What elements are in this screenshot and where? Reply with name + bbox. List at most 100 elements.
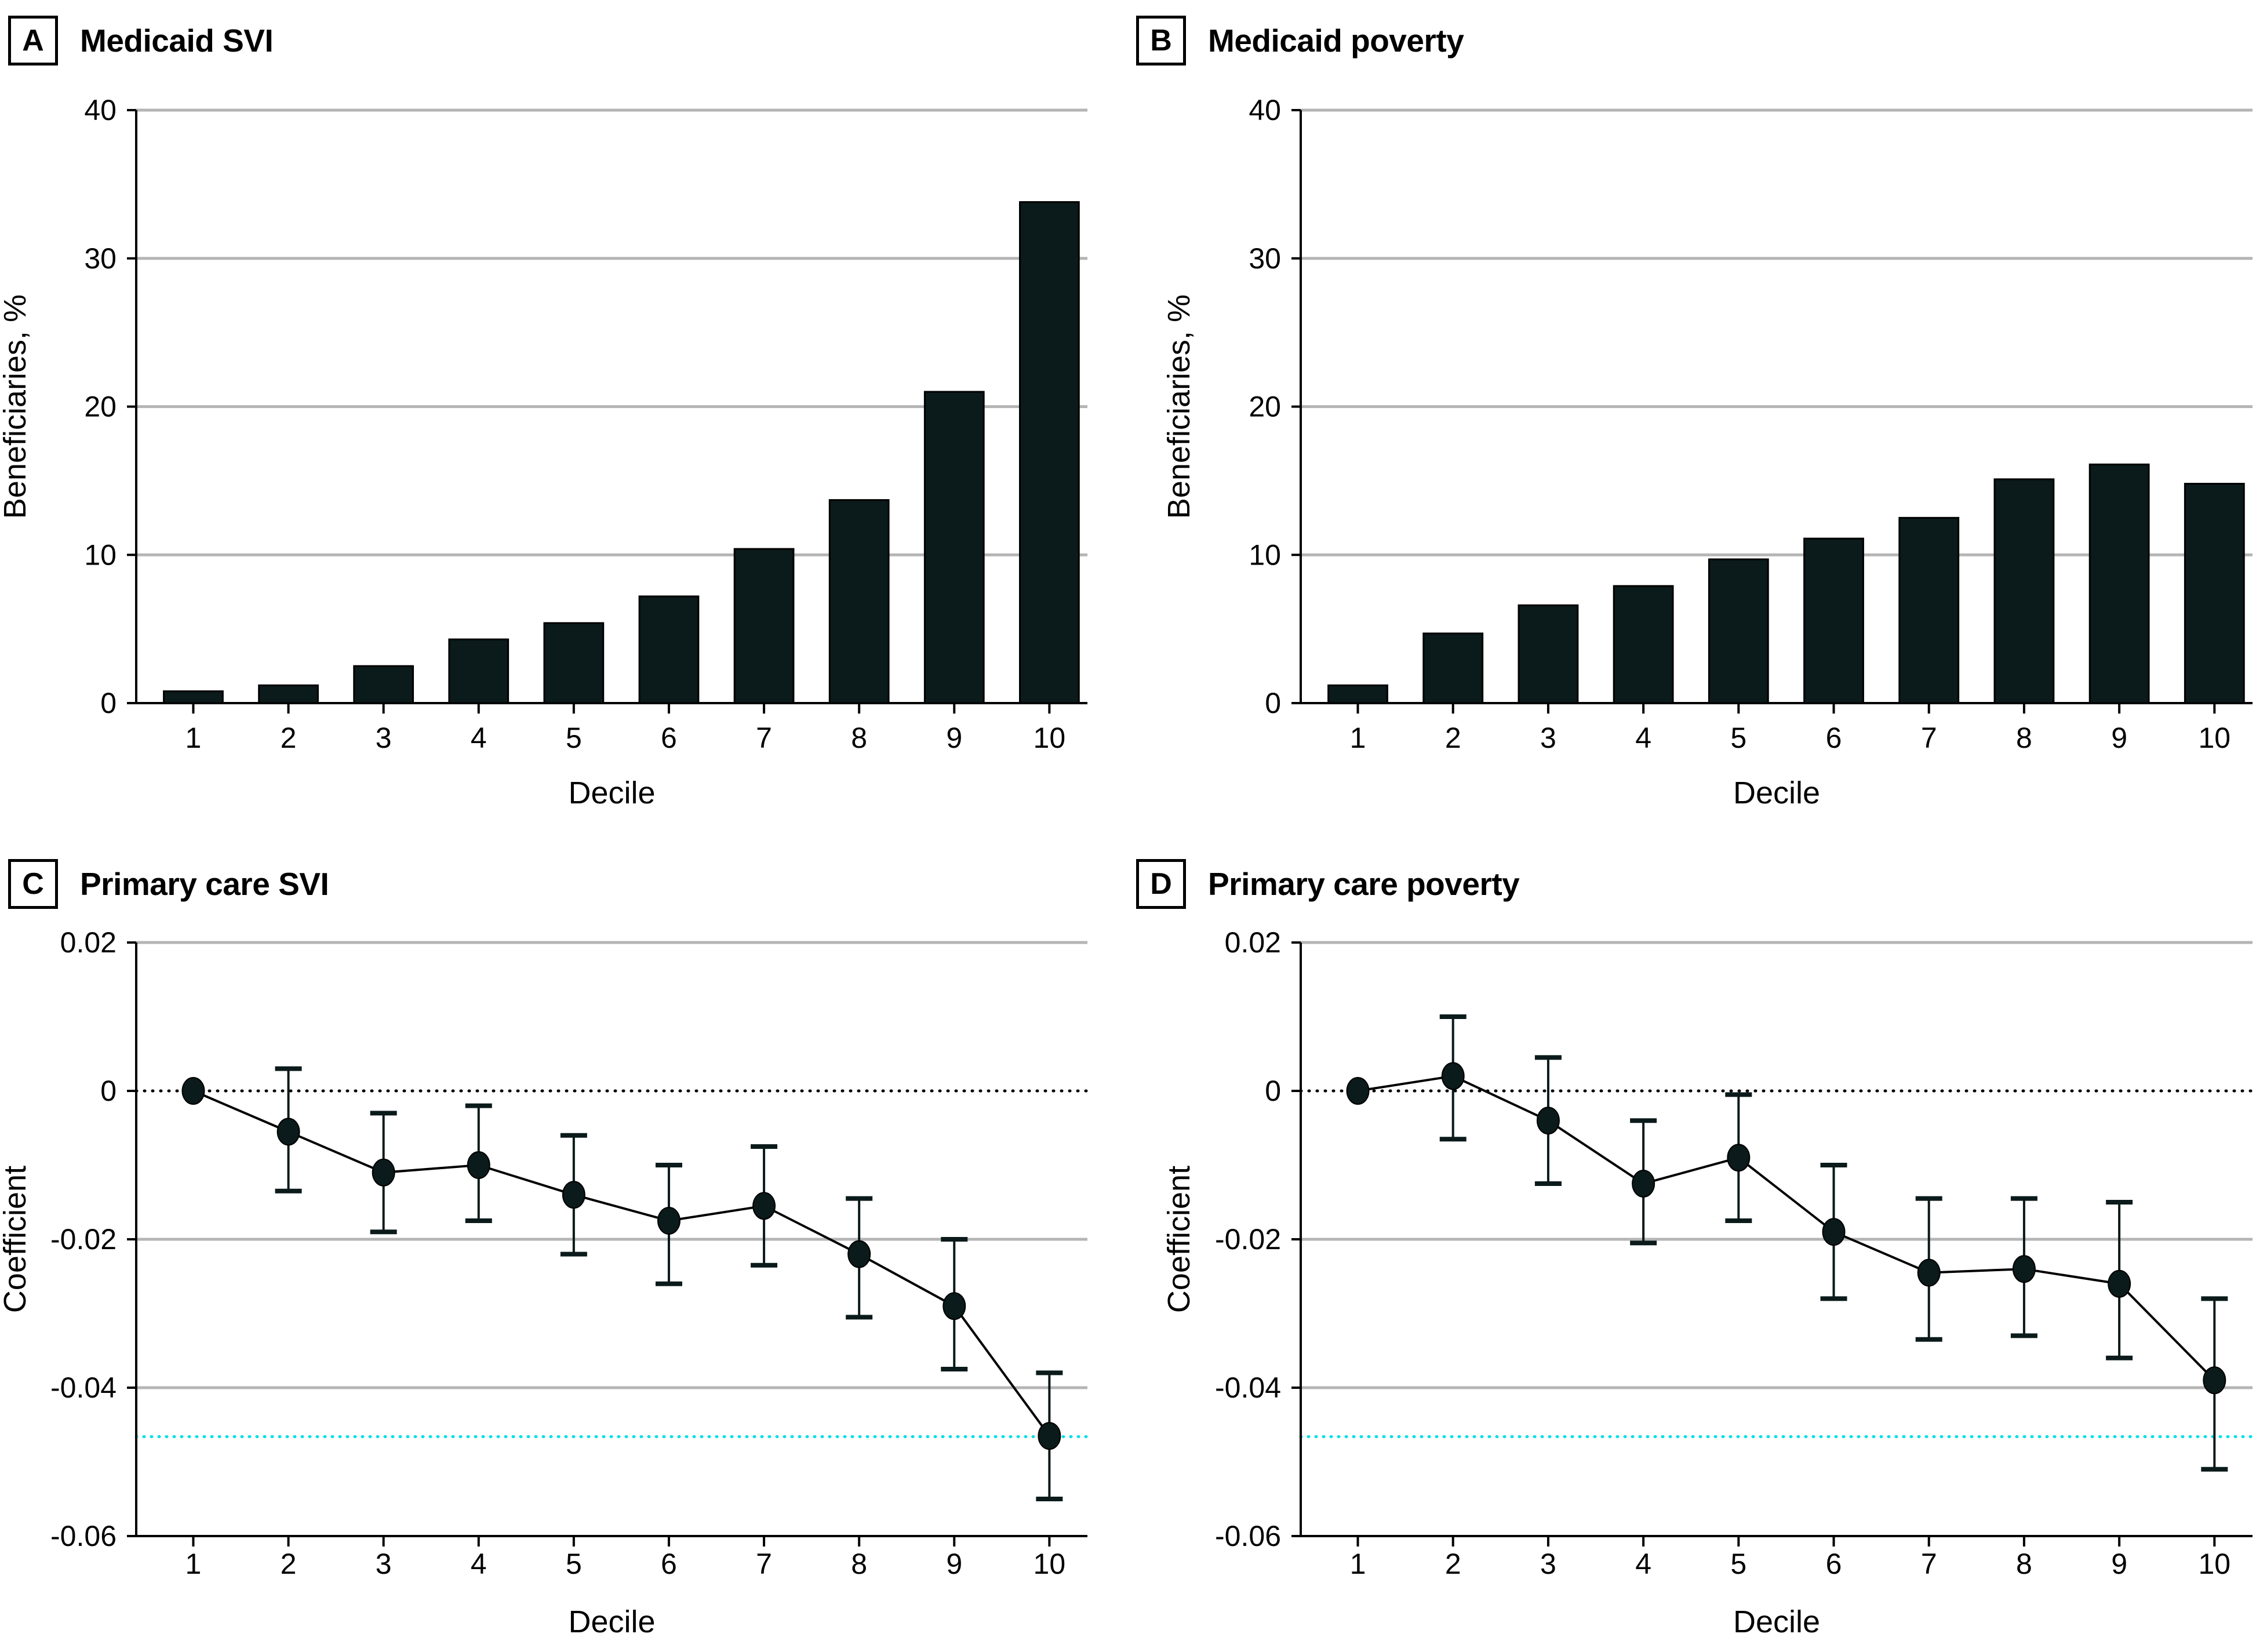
x-tick-label: 6 <box>1826 1548 1842 1580</box>
x-tick-label: 8 <box>851 722 867 754</box>
panel-a-letter-box: A <box>8 16 58 66</box>
x-tick-label: 5 <box>566 722 582 754</box>
point-decile-2 <box>276 1118 300 1146</box>
error-bars <box>275 1066 1063 1501</box>
series-line <box>1358 1075 2215 1381</box>
x-tick-label: 3 <box>1540 722 1556 754</box>
x-tick-label: 3 <box>376 722 392 754</box>
x-tick-label: 4 <box>471 722 487 754</box>
y-tick-label: 40 <box>84 94 117 126</box>
y-tick-label: 0 <box>100 687 117 719</box>
x-axis-title: Decile <box>568 776 655 810</box>
x-tick-label: 8 <box>851 1548 867 1580</box>
series-line <box>192 1090 1050 1437</box>
bar-decile-4 <box>448 638 510 704</box>
x-tick-label: 7 <box>756 722 772 754</box>
point-decile-2 <box>1441 1062 1465 1090</box>
chart-primary-care-poverty: 0.02 0 -0.02 -0.04 -0.06 1 2 3 4 5 6 7 8 9 10 Decile Coe… <box>1162 926 2254 1639</box>
panel-c-header: C Primary care SVI <box>8 858 1128 909</box>
x-tick-label: 6 <box>661 1548 677 1580</box>
x-tick-label: 9 <box>2111 722 2127 754</box>
panel-c-title: Primary care SVI <box>80 866 329 902</box>
x-tick-label: 7 <box>1921 722 1937 754</box>
point-decile-4 <box>467 1151 490 1179</box>
bar-decile-1 <box>1327 684 1388 704</box>
x-axis-title: Decile <box>568 1604 655 1639</box>
y-tick-label: 20 <box>84 391 117 423</box>
x-tick-label: 4 <box>1635 722 1651 754</box>
y-axis: 0 10 20 30 40 <box>84 94 137 719</box>
y-axis-title: Beneficiaries, % <box>0 294 32 519</box>
gridlines <box>136 941 1087 1389</box>
y-tick-label: -0.06 <box>1215 1520 1281 1552</box>
point-markers <box>181 1077 1061 1450</box>
y-tick-label: 0.02 <box>60 926 117 959</box>
bar-decile-6 <box>638 595 700 704</box>
bar-decile-9 <box>923 391 985 704</box>
point-decile-10 <box>2203 1366 2226 1395</box>
x-tick-label: 4 <box>1635 1548 1651 1580</box>
x-tick-label: 4 <box>471 1548 487 1580</box>
y-axis: 0.02 0 -0.02 -0.04 -0.06 <box>50 926 137 1552</box>
chart-medicaid-svi: 0 10 20 30 40 1 2 3 4 5 6 7 8 9 10 Decile Beneficiaries,… <box>0 94 1087 810</box>
x-tick-label: 3 <box>1540 1548 1556 1580</box>
panel-b-title: Medicaid poverty <box>1208 23 1464 59</box>
point-decile-10 <box>1038 1422 1061 1450</box>
x-tick-label: 9 <box>946 1548 962 1580</box>
x-tick-label: 9 <box>2111 1548 2127 1580</box>
bar-decile-5 <box>1708 558 1769 704</box>
x-tick-label: 5 <box>1730 722 1746 754</box>
x-tick-label: 10 <box>1034 722 1066 754</box>
x-tick-label: 7 <box>1921 1548 1937 1580</box>
x-axis: 1 2 3 4 5 6 7 8 9 10 <box>136 1535 1087 1580</box>
point-decile-6 <box>1822 1218 1846 1246</box>
x-tick-label: 1 <box>1350 1548 1366 1580</box>
bar-decile-5 <box>543 622 605 704</box>
panel-d: D Primary care poverty 0.02 0 -0.02 -0.04 -0… <box>1128 826 2256 1652</box>
x-tick-label: 2 <box>281 722 297 754</box>
y-tick-label: -0.04 <box>1215 1371 1281 1404</box>
bar-decile-10 <box>1018 201 1080 704</box>
bar-decile-3 <box>353 665 414 704</box>
point-decile-8 <box>847 1240 871 1268</box>
panel-b-header: B Medicaid poverty <box>1136 15 2256 66</box>
point-decile-1 <box>1346 1077 1370 1105</box>
y-tick-label: 30 <box>84 242 117 275</box>
point-markers <box>1346 1062 2226 1395</box>
x-tick-label: 10 <box>2199 722 2231 754</box>
bar-decile-2 <box>258 684 319 704</box>
panel-a: A Medicaid SVI 0 10 20 30 40 1 2 3 4 5 6 7 8 9 10 Decil… <box>0 0 1128 826</box>
bar-decile-9 <box>2088 463 2150 704</box>
x-tick-label: 6 <box>1826 722 1842 754</box>
x-tick-label: 1 <box>185 1548 202 1580</box>
point-decile-7 <box>752 1192 776 1220</box>
y-axis-title: Coefficient <box>1162 1166 1196 1313</box>
panel-a-title: Medicaid SVI <box>80 23 274 59</box>
y-tick-label: 30 <box>1249 242 1281 275</box>
bar-decile-4 <box>1613 585 1674 704</box>
panel-b: B Medicaid poverty 0 10 20 30 40 1 2 3 4 5 6 7 8 9 10 D… <box>1128 0 2256 826</box>
point-decile-8 <box>2012 1255 2036 1283</box>
x-tick-label: 8 <box>2016 722 2032 754</box>
gridlines <box>1301 941 2253 1389</box>
x-tick-label: 2 <box>1445 722 1461 754</box>
y-tick-label: 10 <box>84 538 117 571</box>
y-tick-label: -0.02 <box>1215 1223 1281 1256</box>
panel-a-header: A Medicaid SVI <box>8 15 1128 66</box>
y-tick-label: 0.02 <box>1225 926 1281 959</box>
panel-d-header: D Primary care poverty <box>1136 858 2256 909</box>
y-tick-label: 20 <box>1249 391 1281 423</box>
x-axis: 1 2 3 4 5 6 7 8 9 10 <box>136 702 1087 754</box>
x-tick-label: 3 <box>376 1548 392 1580</box>
point-decile-3 <box>1536 1107 1560 1135</box>
x-tick-label: 9 <box>946 722 962 754</box>
x-tick-label: 6 <box>661 722 677 754</box>
x-axis: 1 2 3 4 5 6 7 8 9 10 <box>1301 1535 2253 1580</box>
y-tick-label: -0.06 <box>50 1520 117 1552</box>
bars <box>163 201 1080 704</box>
y-axis: 0 10 20 30 40 <box>1249 94 1302 719</box>
bar-decile-3 <box>1518 604 1579 704</box>
point-decile-3 <box>372 1158 395 1187</box>
panel-d-letter-box: D <box>1136 859 1186 909</box>
x-tick-label: 10 <box>1034 1548 1066 1580</box>
